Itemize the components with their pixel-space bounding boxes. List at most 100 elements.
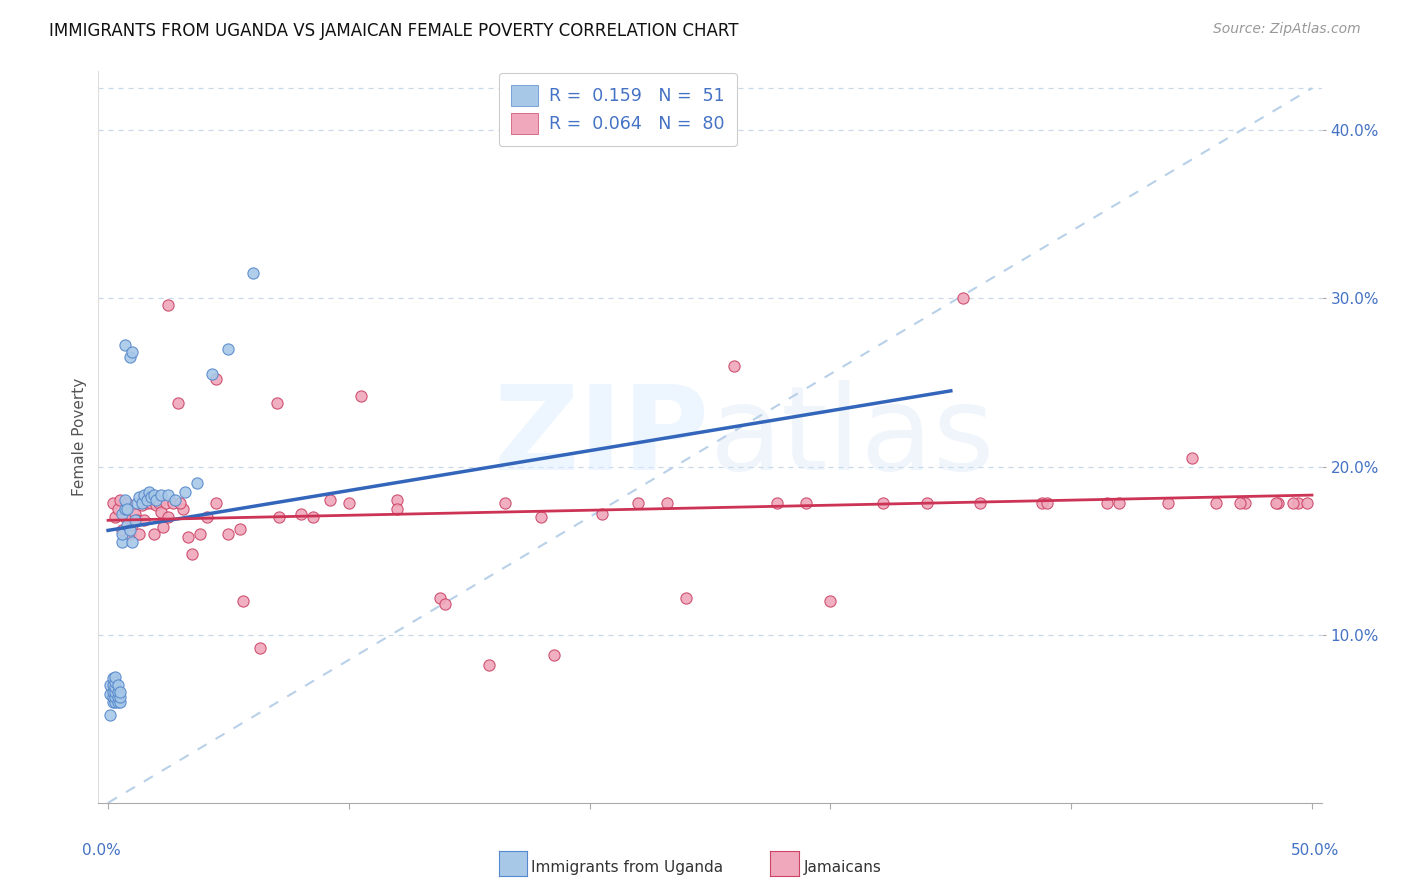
Point <box>675 591 697 605</box>
Point <box>124 507 146 521</box>
Point <box>104 510 127 524</box>
Point <box>124 513 146 527</box>
Point <box>1181 451 1204 466</box>
Point <box>125 513 148 527</box>
Point <box>128 526 150 541</box>
Point <box>385 493 408 508</box>
Point <box>267 510 290 524</box>
Point <box>135 493 157 508</box>
Point <box>655 496 678 510</box>
Text: Jamaicans: Jamaicans <box>804 860 882 874</box>
Point <box>142 526 165 541</box>
Point <box>429 591 451 605</box>
Point <box>165 493 187 508</box>
Point <box>1097 496 1119 510</box>
Point <box>385 501 408 516</box>
Point <box>104 690 127 704</box>
Point <box>195 510 218 524</box>
Point <box>108 685 131 699</box>
Point <box>1296 496 1319 510</box>
Point <box>205 496 228 510</box>
Point <box>301 510 323 524</box>
Y-axis label: Female Poverty: Female Poverty <box>72 378 87 496</box>
Point <box>142 488 165 502</box>
Point <box>107 678 129 692</box>
Point <box>108 493 131 508</box>
Point <box>217 526 239 541</box>
Point <box>148 496 170 510</box>
Point <box>1264 496 1286 510</box>
Point <box>100 678 122 692</box>
Text: Immigrants from Uganda: Immigrants from Uganda <box>531 860 724 874</box>
Point <box>205 372 228 386</box>
Point <box>101 496 124 510</box>
Point <box>145 493 167 508</box>
Point <box>101 690 124 704</box>
Point <box>114 510 136 524</box>
Point <box>118 526 141 541</box>
Point <box>125 496 148 510</box>
Point <box>135 496 157 510</box>
Point <box>232 594 254 608</box>
Point <box>318 493 340 508</box>
Point <box>100 708 122 723</box>
Point <box>114 493 136 508</box>
Point <box>494 496 516 510</box>
Point <box>266 395 288 409</box>
Point <box>627 496 650 510</box>
Point <box>217 342 239 356</box>
Point <box>141 490 163 504</box>
Point <box>104 674 127 689</box>
Point <box>118 524 141 538</box>
Point <box>101 672 124 686</box>
Point <box>121 345 143 359</box>
Point <box>117 496 139 510</box>
Point <box>107 690 129 704</box>
Point <box>104 680 127 694</box>
Point <box>117 501 139 516</box>
Text: 50.0%: 50.0% <box>1291 843 1339 858</box>
Point <box>114 338 136 352</box>
Point <box>249 641 271 656</box>
Point <box>111 507 134 521</box>
Point <box>242 266 264 280</box>
Point <box>141 496 163 510</box>
Point <box>1233 496 1256 510</box>
Point <box>157 510 180 524</box>
Point <box>1036 496 1059 510</box>
Point <box>1108 496 1130 510</box>
Point <box>131 496 153 510</box>
Point <box>107 685 129 699</box>
Point <box>176 530 198 544</box>
Point <box>1229 496 1251 510</box>
Point <box>157 488 180 502</box>
Point <box>107 695 129 709</box>
Point <box>915 496 938 510</box>
Point <box>290 507 312 521</box>
Point <box>766 496 789 510</box>
Point <box>107 501 129 516</box>
Point <box>101 685 124 699</box>
Point <box>188 526 211 541</box>
Point <box>174 484 197 499</box>
Point <box>1267 496 1289 510</box>
Point <box>434 598 457 612</box>
Text: IMMIGRANTS FROM UGANDA VS JAMAICAN FEMALE POVERTY CORRELATION CHART: IMMIGRANTS FROM UGANDA VS JAMAICAN FEMAL… <box>49 22 738 40</box>
Point <box>1031 496 1053 510</box>
Point <box>121 535 143 549</box>
Text: 0.0%: 0.0% <box>82 843 121 858</box>
Point <box>152 520 174 534</box>
Point <box>104 695 127 709</box>
Point <box>134 513 156 527</box>
Point <box>181 547 204 561</box>
Point <box>108 690 131 704</box>
Point <box>157 298 180 312</box>
Point <box>591 507 613 521</box>
Point <box>872 496 894 510</box>
Point <box>101 695 124 709</box>
Text: Source: ZipAtlas.com: Source: ZipAtlas.com <box>1213 22 1361 37</box>
Point <box>820 594 842 608</box>
Point <box>1156 496 1178 510</box>
Point <box>477 657 499 672</box>
Point <box>530 510 553 524</box>
